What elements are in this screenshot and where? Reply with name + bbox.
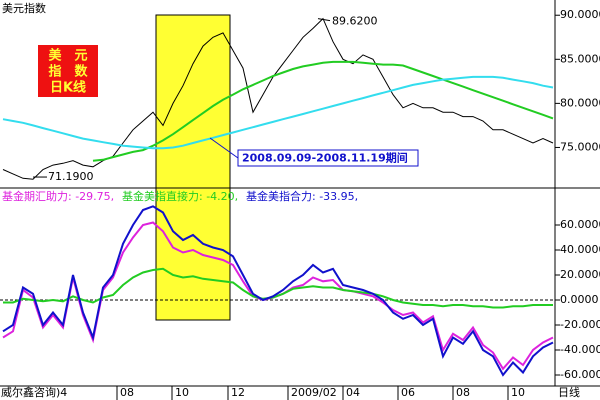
x-tick-label: 12 bbox=[231, 386, 245, 399]
series-line bbox=[3, 267, 553, 309]
callout-label: 2008.09.09-2008.11.19期间 bbox=[242, 151, 408, 165]
badge-text: 指 数 bbox=[48, 64, 88, 80]
highlight bbox=[155, 14, 231, 321]
y-tick-label: 90.0000 bbox=[560, 8, 600, 21]
x-tick-label: 10 bbox=[511, 386, 525, 399]
x-tick-label: 06 bbox=[401, 386, 415, 399]
callout-line bbox=[209, 137, 239, 159]
y-tick-label: 75.0000 bbox=[560, 140, 600, 153]
callout-box bbox=[237, 149, 419, 167]
series-line bbox=[2, 205, 554, 377]
annotation: 71.1900 bbox=[48, 170, 94, 183]
badge-text: 美 元 bbox=[48, 48, 87, 64]
y-tick-label: 40.0000 bbox=[560, 243, 600, 256]
series-line bbox=[2, 75, 554, 150]
x-tick-label: 04 bbox=[346, 386, 360, 399]
series-line bbox=[92, 60, 554, 162]
y-tick-label: -40.0000 bbox=[560, 343, 600, 356]
annotation-line bbox=[317, 18, 331, 22]
y-tick-label: 20.0000 bbox=[560, 268, 600, 281]
x-tick-label: 08 bbox=[456, 386, 470, 399]
badge bbox=[38, 45, 98, 97]
legend-item: 基金美指直接力: -4.20, bbox=[122, 189, 238, 203]
y-tick-label: 0.0000 bbox=[560, 293, 599, 306]
y-tick-label: -60.0000 bbox=[560, 368, 600, 381]
legend-item: 基金期汇助力: -29.75, bbox=[2, 189, 114, 203]
legend-item: 基金美指合力: -33.95, bbox=[246, 189, 358, 203]
badge-text: 日K线 bbox=[50, 80, 86, 96]
x-tick-label: 2009/02 bbox=[291, 386, 337, 399]
y-tick-label: 80.0000 bbox=[560, 96, 600, 109]
chart-title: 美元指数 bbox=[2, 1, 46, 15]
x-tick-label: 10 bbox=[175, 386, 189, 399]
series-line bbox=[2, 17, 554, 180]
annotation: 89.6200 bbox=[332, 15, 378, 28]
source: 威尔鑫咨询)4 bbox=[1, 385, 67, 399]
y-tick-label: 60.0000 bbox=[560, 218, 600, 231]
x-tick-label: 08 bbox=[120, 386, 134, 399]
y-tick-label: -20.0000 bbox=[560, 318, 600, 331]
y-tick-label: 85.0000 bbox=[560, 52, 600, 65]
period-label: 日线 bbox=[558, 385, 580, 399]
